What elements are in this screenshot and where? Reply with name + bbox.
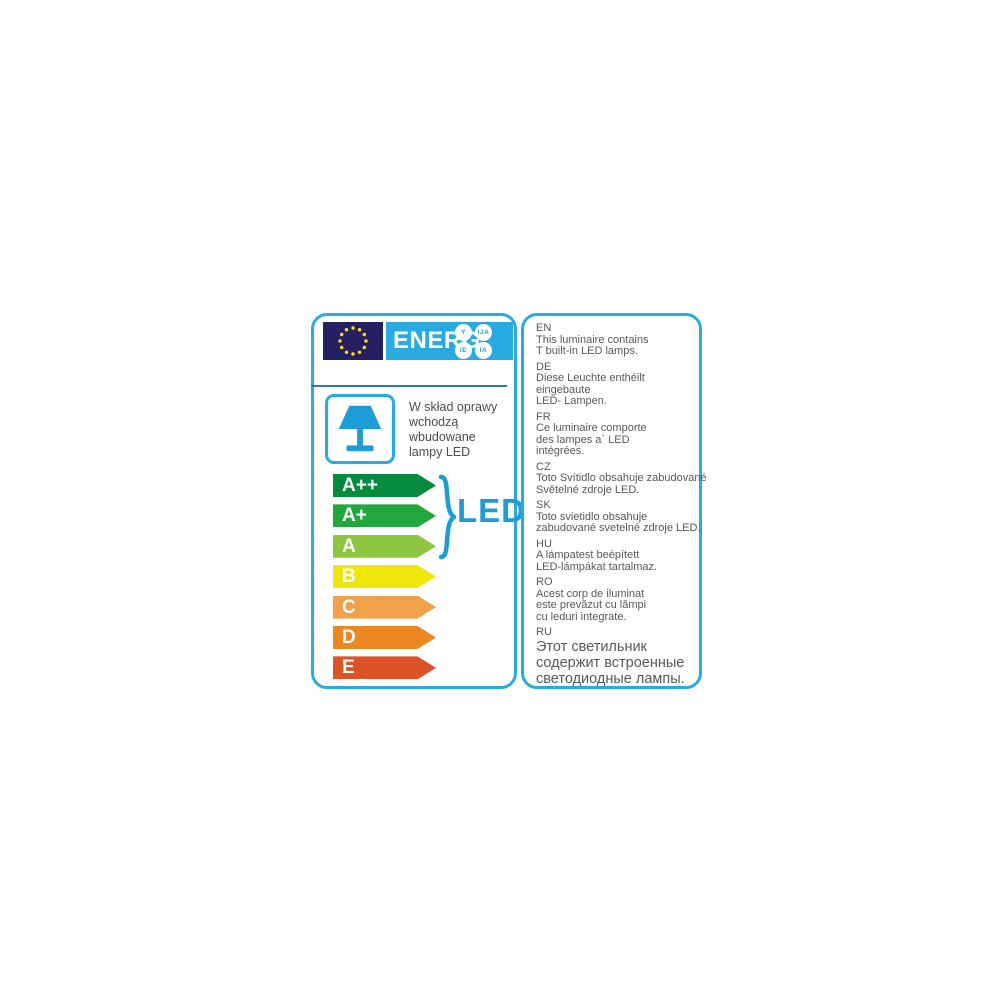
pictogram-caption-line: lampy LED bbox=[409, 445, 471, 459]
lang-code: DE bbox=[536, 360, 552, 373]
lang-code: HU bbox=[536, 537, 552, 550]
led-brace-icon bbox=[438, 474, 459, 565]
lang-line: T built-in LED lamps. bbox=[536, 345, 638, 357]
lang-line: intégrées. bbox=[536, 445, 585, 457]
table-lamp-icon bbox=[338, 405, 382, 452]
lang-line: Acest corp de iluminat bbox=[536, 587, 645, 600]
energ-banner: ENERG Y IJA IE IA bbox=[386, 322, 513, 360]
energ-suffix-circle-y: Y bbox=[455, 324, 472, 341]
lang-line: светодиодные лампы. bbox=[536, 670, 685, 687]
lang-line: Этот светильник bbox=[536, 638, 647, 655]
lang-line: Toto Svítidlo obsahuje zabudované bbox=[536, 472, 707, 484]
lang-line: Diese Leuchte enthéilt bbox=[536, 372, 645, 384]
energy-label-panel: ENERG Y IJA IE IA W skład oprawy wchodzą… bbox=[311, 313, 525, 689]
lang-section-fr: FR Ce luminaire comporte des lampes a` L… bbox=[536, 410, 699, 458]
lang-line: Ce luminaire comporte bbox=[536, 422, 647, 434]
lang-line: des lampes a` LED bbox=[536, 433, 630, 446]
class-arrow-a: A bbox=[333, 534, 436, 558]
lang-line: este prevăzut cu lămpi bbox=[536, 599, 647, 611]
lang-line: Toto svietidlo obsahuje bbox=[536, 510, 648, 523]
lang-line: LED-lámpákat tartalmaz. bbox=[536, 560, 658, 573]
class-arrow-e: E bbox=[333, 656, 436, 680]
lang-line: cu leduri integrate. bbox=[536, 610, 627, 623]
lang-line: A lámpatest beépített bbox=[536, 549, 640, 561]
class-arrow-c: C bbox=[333, 595, 436, 619]
lang-section-en: EN This luminaire contains T built-in LE… bbox=[536, 322, 699, 358]
pictogram-caption: W skład oprawy wchodzą wbudowane lampy L… bbox=[409, 400, 497, 460]
lang-section-de: DE Diese Leuchte enthéilt eingebaute LED… bbox=[536, 360, 699, 408]
energy-class-scale: A++ A+ A B C D E bbox=[333, 474, 436, 687]
pictogram-caption-line: wchodzą bbox=[409, 415, 459, 429]
lang-section-ru: RU Этот светильник содержит встроенные с… bbox=[536, 626, 699, 687]
lang-line: LED- Lampen. bbox=[536, 395, 607, 407]
energ-suffix-circle-ie: IE bbox=[455, 342, 472, 359]
lang-line: eingebaute bbox=[536, 383, 591, 396]
lang-line: This luminaire contains bbox=[536, 333, 649, 346]
lamp-pictogram-box bbox=[325, 394, 395, 464]
lang-code: RO bbox=[536, 576, 553, 588]
class-arrow-d: D bbox=[333, 625, 436, 649]
lang-code: RU bbox=[536, 626, 552, 638]
lang-section-sk: SK Toto svietidlo obsahuje zabudované sv… bbox=[536, 499, 701, 535]
energ-suffix-circle-ija: IJA bbox=[475, 324, 492, 341]
lang-line: zabudované svetelné zdroje LED. bbox=[536, 522, 701, 534]
pictogram-caption-line: W skład oprawy bbox=[409, 400, 498, 414]
header-divider bbox=[311, 385, 507, 387]
lang-code: FR bbox=[536, 410, 551, 423]
eu-flag-icon bbox=[323, 322, 383, 360]
lang-section-hu: HU A lámpatest beépített LED-lámpákat ta… bbox=[536, 537, 699, 574]
lang-code: SK bbox=[536, 499, 551, 511]
eu-flag-stars bbox=[338, 326, 368, 356]
energ-suffix-circle-ia: IA bbox=[475, 342, 492, 359]
lang-section-cz: CZ Toto Svítidlo obsahuje zabudované Svě… bbox=[536, 460, 707, 497]
lang-line: Světelné zdroje LED. bbox=[536, 483, 640, 496]
multilingual-info-panel: EN This luminaire contains T built-in LE… bbox=[521, 313, 707, 689]
lang-code: CZ bbox=[536, 460, 551, 473]
pictogram-caption-line: wbudowane bbox=[409, 430, 476, 444]
led-label: LED bbox=[457, 492, 526, 529]
lang-section-ro: RO Acest corp de iluminat este prevăzut … bbox=[536, 576, 699, 623]
lang-line: содержит встроенные bbox=[536, 654, 685, 671]
class-arrow-b: B bbox=[333, 565, 436, 589]
class-arrow-a-plus-plus: A++ bbox=[333, 474, 436, 497]
lang-code: EN bbox=[536, 322, 552, 334]
class-arrow-a-plus: A+ bbox=[333, 504, 436, 528]
